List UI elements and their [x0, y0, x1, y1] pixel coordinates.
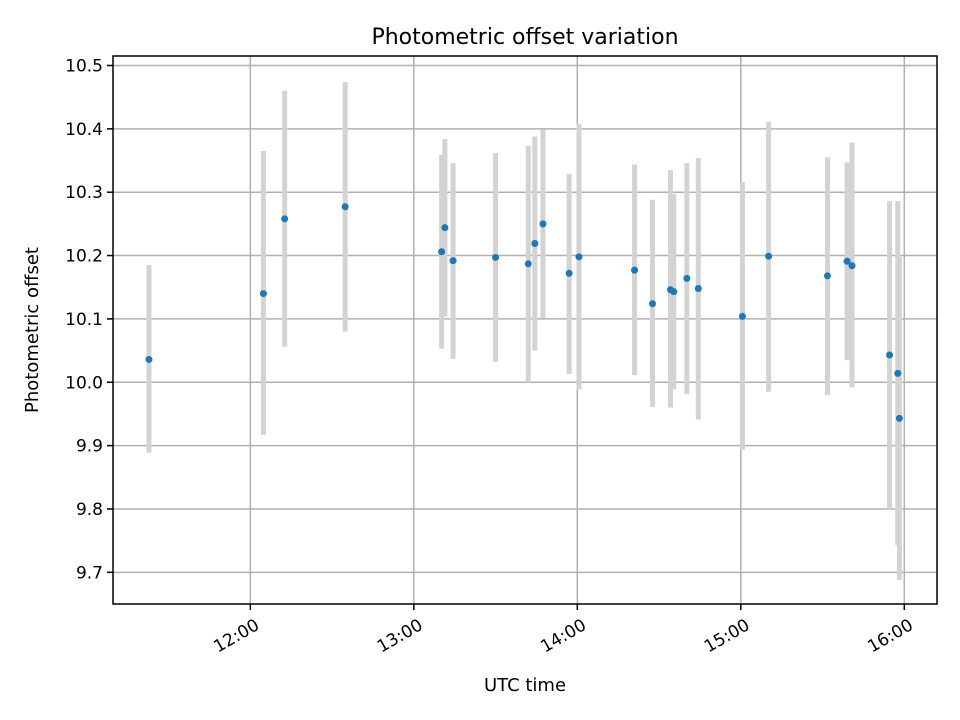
x-tick-label: 15:00 [701, 615, 753, 657]
data-point [449, 257, 457, 265]
data-point [565, 269, 573, 277]
x-tick-label: 12:00 [210, 615, 262, 657]
data-point [575, 253, 583, 261]
error-bars [146, 81, 902, 580]
data-point [843, 257, 851, 265]
data-point [438, 248, 446, 256]
x-tick-label: 14:00 [537, 615, 589, 657]
data-point [895, 414, 903, 422]
data-point [894, 369, 902, 377]
grid-layer [113, 56, 937, 604]
axis-ticks: 12:00 13:00 14:00 15:00 16:00 9.7 9.8 9.9 10.0 10… [65, 57, 917, 658]
data-point [281, 215, 289, 223]
data-point [823, 272, 831, 280]
data-point [524, 260, 532, 268]
data-point [341, 203, 349, 211]
y-tick-label: 9.8 [76, 500, 103, 520]
y-tick-label: 10.2 [65, 247, 103, 267]
data-point [259, 290, 267, 298]
data-point [848, 262, 856, 270]
x-tick-label: 13:00 [374, 615, 426, 657]
x-tick-label: 16:00 [864, 615, 916, 657]
y-axis-label: Photometric offset [22, 247, 43, 413]
data-point [683, 274, 691, 282]
data-point [531, 240, 539, 248]
data-point [670, 288, 678, 296]
y-tick-label: 9.7 [76, 563, 103, 583]
data-point [441, 224, 449, 232]
data-points [145, 203, 903, 422]
y-tick-label: 10.4 [65, 120, 103, 140]
data-point [649, 300, 657, 308]
y-tick-label: 10.1 [65, 310, 103, 330]
chart-title: Photometric offset variation [371, 25, 678, 50]
data-point [539, 220, 547, 228]
data-point [145, 355, 153, 363]
plot-frame [112, 55, 938, 605]
data-point [738, 312, 746, 320]
y-tick-label: 10.5 [65, 57, 103, 77]
data-point [765, 252, 773, 260]
y-tick-label: 9.9 [76, 437, 103, 457]
y-tick-label: 10.0 [65, 373, 103, 393]
x-axis-label: UTC time [484, 675, 566, 696]
data-point [492, 253, 500, 261]
y-tick-label: 10.3 [65, 183, 103, 203]
data-point [631, 266, 639, 274]
data-point [694, 285, 702, 293]
data-point [886, 351, 894, 359]
